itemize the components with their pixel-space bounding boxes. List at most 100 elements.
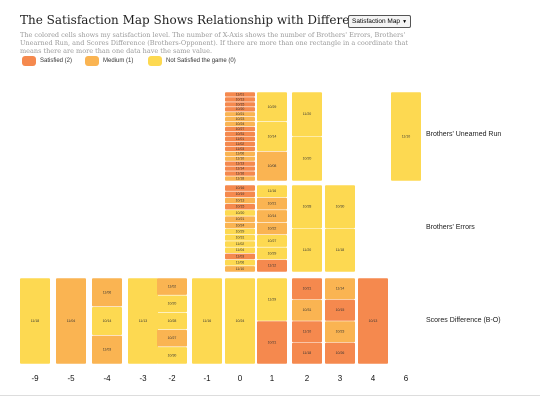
cell-label: 11/18 [31, 319, 40, 323]
cell-label: 10/21 [268, 202, 277, 206]
heatmap-cell [157, 312, 187, 330]
cell-label: 10/13 [236, 198, 245, 202]
cell-label: 11/14 [336, 287, 345, 291]
heatmap-cell [225, 171, 255, 176]
heatmap-cell [225, 185, 255, 191]
heatmap-cell [225, 210, 255, 216]
cell-label: 11/02 [236, 142, 245, 146]
x-tick-label: 0 [238, 374, 243, 383]
cell-label: 10/20 [236, 211, 245, 215]
legend-swatch-satisfied [22, 56, 36, 66]
cell-label: 11/13 [236, 162, 245, 166]
heatmap-cell [225, 241, 255, 247]
heatmap-cell [225, 253, 255, 260]
cell-label: 10/29 [268, 251, 277, 255]
legend-label-not-satisfied: Not Satisfied the game (0) [166, 58, 236, 64]
cell-label: 11/01 [236, 92, 245, 96]
cell-label: 11/10 [402, 134, 411, 138]
legend-item-satisfied: Satisfied (2) [22, 55, 72, 67]
heatmap-cell [325, 185, 355, 229]
heatmap-cell [325, 299, 355, 321]
heatmap-cell [225, 112, 255, 117]
heatmap-cell [225, 146, 255, 152]
cell-label: 10/21 [303, 287, 312, 291]
cell-label: 10/20 [303, 157, 312, 161]
heatmap-cell [20, 278, 50, 364]
heatmap-cell [92, 335, 122, 364]
heatmap-cell [128, 278, 158, 364]
heatmap-cell [225, 247, 255, 254]
cell-label: 10/19 [236, 192, 245, 196]
x-tick-label: -2 [168, 374, 176, 383]
heatmap-cell [391, 92, 421, 181]
cell-label: 10/08 [268, 164, 277, 168]
cell-label: 11/12 [268, 264, 277, 268]
cell-label: 10/26 [336, 351, 345, 355]
cell-label: 10/27 [168, 336, 177, 340]
chart-view-select[interactable]: Satisfaction Map ▼ [348, 15, 412, 28]
cell-label: 10/23 [236, 117, 245, 121]
cell-label: 11/10 [303, 330, 312, 334]
heatmap-cell [257, 222, 287, 235]
heatmap-cell [225, 161, 255, 166]
heatmap-cell [225, 203, 255, 210]
cell-label: 10/14 [268, 134, 277, 138]
cell-label: 11/06 [236, 261, 245, 265]
cell-label: 11/29 [268, 297, 277, 301]
cell-label: 11/10 [236, 157, 245, 161]
cell-label: 11/18 [336, 248, 345, 252]
cell-label: 10/23 [336, 330, 345, 334]
heatmap-cell [225, 222, 255, 229]
heatmap-cell [257, 259, 287, 272]
heatmap-cell [225, 97, 255, 102]
bottom-divider [0, 395, 540, 396]
heatmap-cell [225, 117, 255, 122]
cell-label: 10/30 [168, 353, 177, 357]
cell-label: 10/15 [336, 308, 345, 312]
cell-label: 11/06 [236, 152, 245, 156]
heatmap-cell [225, 216, 255, 222]
cell-label: 11/01 [236, 137, 245, 141]
cell-label: 11/16 [236, 172, 245, 176]
page-title: The Satisfaction Map Shows Relationship … [20, 13, 411, 27]
row-label-scores-difference-b-o: Scores Difference (B-O) [426, 317, 501, 324]
x-tick-label: -9 [31, 374, 39, 383]
heatmap-cell [157, 295, 187, 313]
cell-label: 10/14 [103, 319, 112, 323]
cell-label: 10/14 [268, 214, 277, 218]
cell-label: 10/15 [236, 102, 245, 106]
cell-label: 10/21 [236, 217, 245, 221]
heatmap-cell [292, 278, 322, 300]
heatmap-cell [292, 185, 322, 229]
cell-label: 10/30 [336, 205, 345, 209]
heatmap-cell [292, 92, 322, 137]
x-tick-label: 1 [270, 374, 275, 383]
heatmap-cell [292, 136, 322, 181]
heatmap-cell [225, 278, 255, 364]
cell-label: 11/04 [67, 319, 76, 323]
cell-label: 10/27 [236, 127, 245, 131]
heatmap-cell [292, 228, 322, 272]
heatmap-cell [225, 197, 255, 204]
heatmap-cell [292, 342, 322, 364]
heatmap-cell [325, 278, 355, 300]
heatmap-cell [225, 259, 255, 266]
legend-item-not-satisfied: Not Satisfied the game (0) [148, 55, 236, 67]
chart-view-select-value: Satisfaction Map [352, 18, 401, 25]
row-label-brothers-errors: Brothers' Errors [426, 224, 475, 231]
heatmap-cell [225, 126, 255, 132]
heatmap-cell [292, 321, 322, 343]
cell-label: 11/13 [139, 319, 148, 323]
cell-label: 10/16 [236, 186, 245, 190]
cell-label: 10/29 [268, 105, 277, 109]
heatmap-cell [225, 151, 255, 156]
heatmap-cell [292, 299, 322, 321]
legend-label-medium: Medium (1) [103, 58, 134, 64]
heatmap-cell [92, 306, 122, 336]
cell-label: 10/20 [236, 107, 245, 111]
cell-label: 11/10 [236, 267, 245, 271]
cell-label: 10/27 [268, 239, 277, 243]
legend-item-medium: Medium (1) [85, 55, 133, 67]
cell-label: 10/22 [268, 226, 277, 230]
